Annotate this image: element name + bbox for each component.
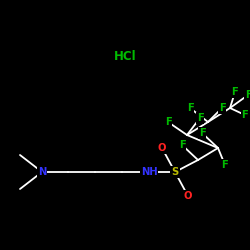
Text: N: N	[38, 167, 46, 177]
Text: NH: NH	[141, 167, 157, 177]
Text: F: F	[178, 140, 186, 150]
Text: F: F	[232, 87, 238, 97]
Text: F: F	[198, 128, 205, 138]
Text: F: F	[244, 90, 250, 100]
Text: F: F	[196, 113, 203, 123]
Text: S: S	[172, 167, 178, 177]
Text: F: F	[218, 103, 226, 113]
Text: F: F	[164, 117, 172, 127]
Text: O: O	[158, 143, 166, 153]
Text: HCl: HCl	[114, 50, 136, 64]
Text: F: F	[222, 160, 228, 170]
Text: F: F	[242, 110, 248, 120]
Text: F: F	[186, 103, 194, 113]
Text: O: O	[184, 191, 192, 201]
